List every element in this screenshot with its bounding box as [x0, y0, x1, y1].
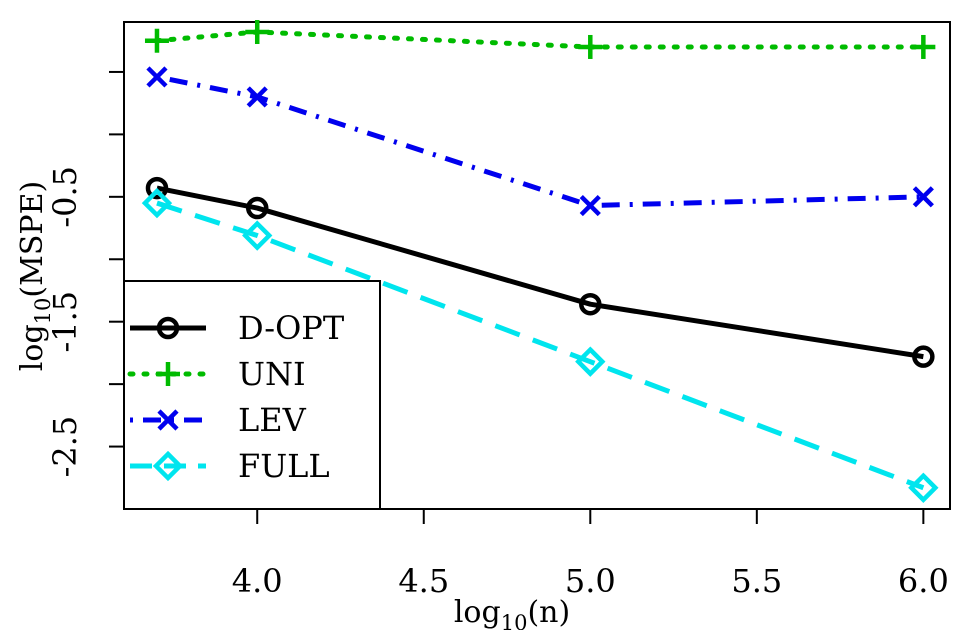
- y-tick-label: -2.5: [46, 416, 84, 478]
- series-uni: [144, 19, 936, 59]
- series-line-lev: [156, 74, 924, 209]
- data-point-lev: [912, 186, 934, 208]
- series-full: [141, 187, 939, 503]
- data-point-full: [141, 187, 173, 219]
- data-point-full: [908, 472, 939, 503]
- data-point-d-opt: [245, 196, 269, 220]
- x-tick-label: 4.5: [398, 562, 449, 600]
- y-axis: -0.5 -1.5 -2.5: [46, 70, 125, 478]
- x-axis: 4.0 4.5 5.0 5.5 6.0: [232, 508, 949, 600]
- legend-marker-d-opt: [156, 316, 180, 340]
- series-d-opt: [145, 176, 935, 368]
- legend-label-full: FULL: [238, 447, 330, 485]
- legend: D-OPT UNI LEV FULL: [123, 280, 381, 510]
- data-point-d-opt: [912, 345, 935, 368]
- data-point-uni: [911, 34, 936, 59]
- x-tick-label: 4.0: [232, 562, 283, 600]
- y-tick-label: -0.5: [46, 166, 84, 228]
- legend-entry-uni: UNI: [127, 355, 306, 393]
- legend-entry-lev: LEV: [130, 401, 307, 439]
- data-point-uni: [578, 34, 603, 59]
- x-tick-label: 6.0: [898, 562, 949, 600]
- legend-entry-d-opt: D-OPT: [130, 309, 345, 347]
- data-point-d-opt: [579, 292, 602, 316]
- data-point-uni: [144, 28, 169, 53]
- y-axis-title: log10(MSPE): [15, 181, 55, 371]
- series-line-full: [156, 200, 925, 491]
- x-tick-label: 5.0: [565, 562, 616, 600]
- legend-marker-lev: [157, 409, 179, 431]
- y-tick-label: -1.5: [46, 291, 84, 353]
- series-lev: [146, 66, 934, 217]
- data-point-lev: [579, 194, 601, 217]
- legend-marker-uni: [156, 362, 180, 386]
- data-point-lev: [246, 86, 268, 108]
- legend-marker-full: [152, 450, 184, 482]
- x-tick-label: 5.5: [731, 562, 782, 600]
- legend-entry-full: FULL: [130, 447, 330, 485]
- series-layer: [141, 19, 939, 503]
- data-point-lev: [146, 66, 168, 88]
- data-point-full: [242, 220, 273, 251]
- legend-label-d-opt: D-OPT: [238, 309, 345, 347]
- data-point-full: [575, 346, 606, 377]
- data-point-d-opt: [145, 176, 169, 200]
- x-axis-title: log10(n): [454, 595, 570, 630]
- data-point-uni: [245, 19, 270, 44]
- legend-label-uni: UNI: [238, 355, 306, 393]
- series-line-uni: [154, 29, 926, 50]
- series-line-d-opt: [156, 185, 924, 360]
- legend-label-lev: LEV: [238, 401, 307, 439]
